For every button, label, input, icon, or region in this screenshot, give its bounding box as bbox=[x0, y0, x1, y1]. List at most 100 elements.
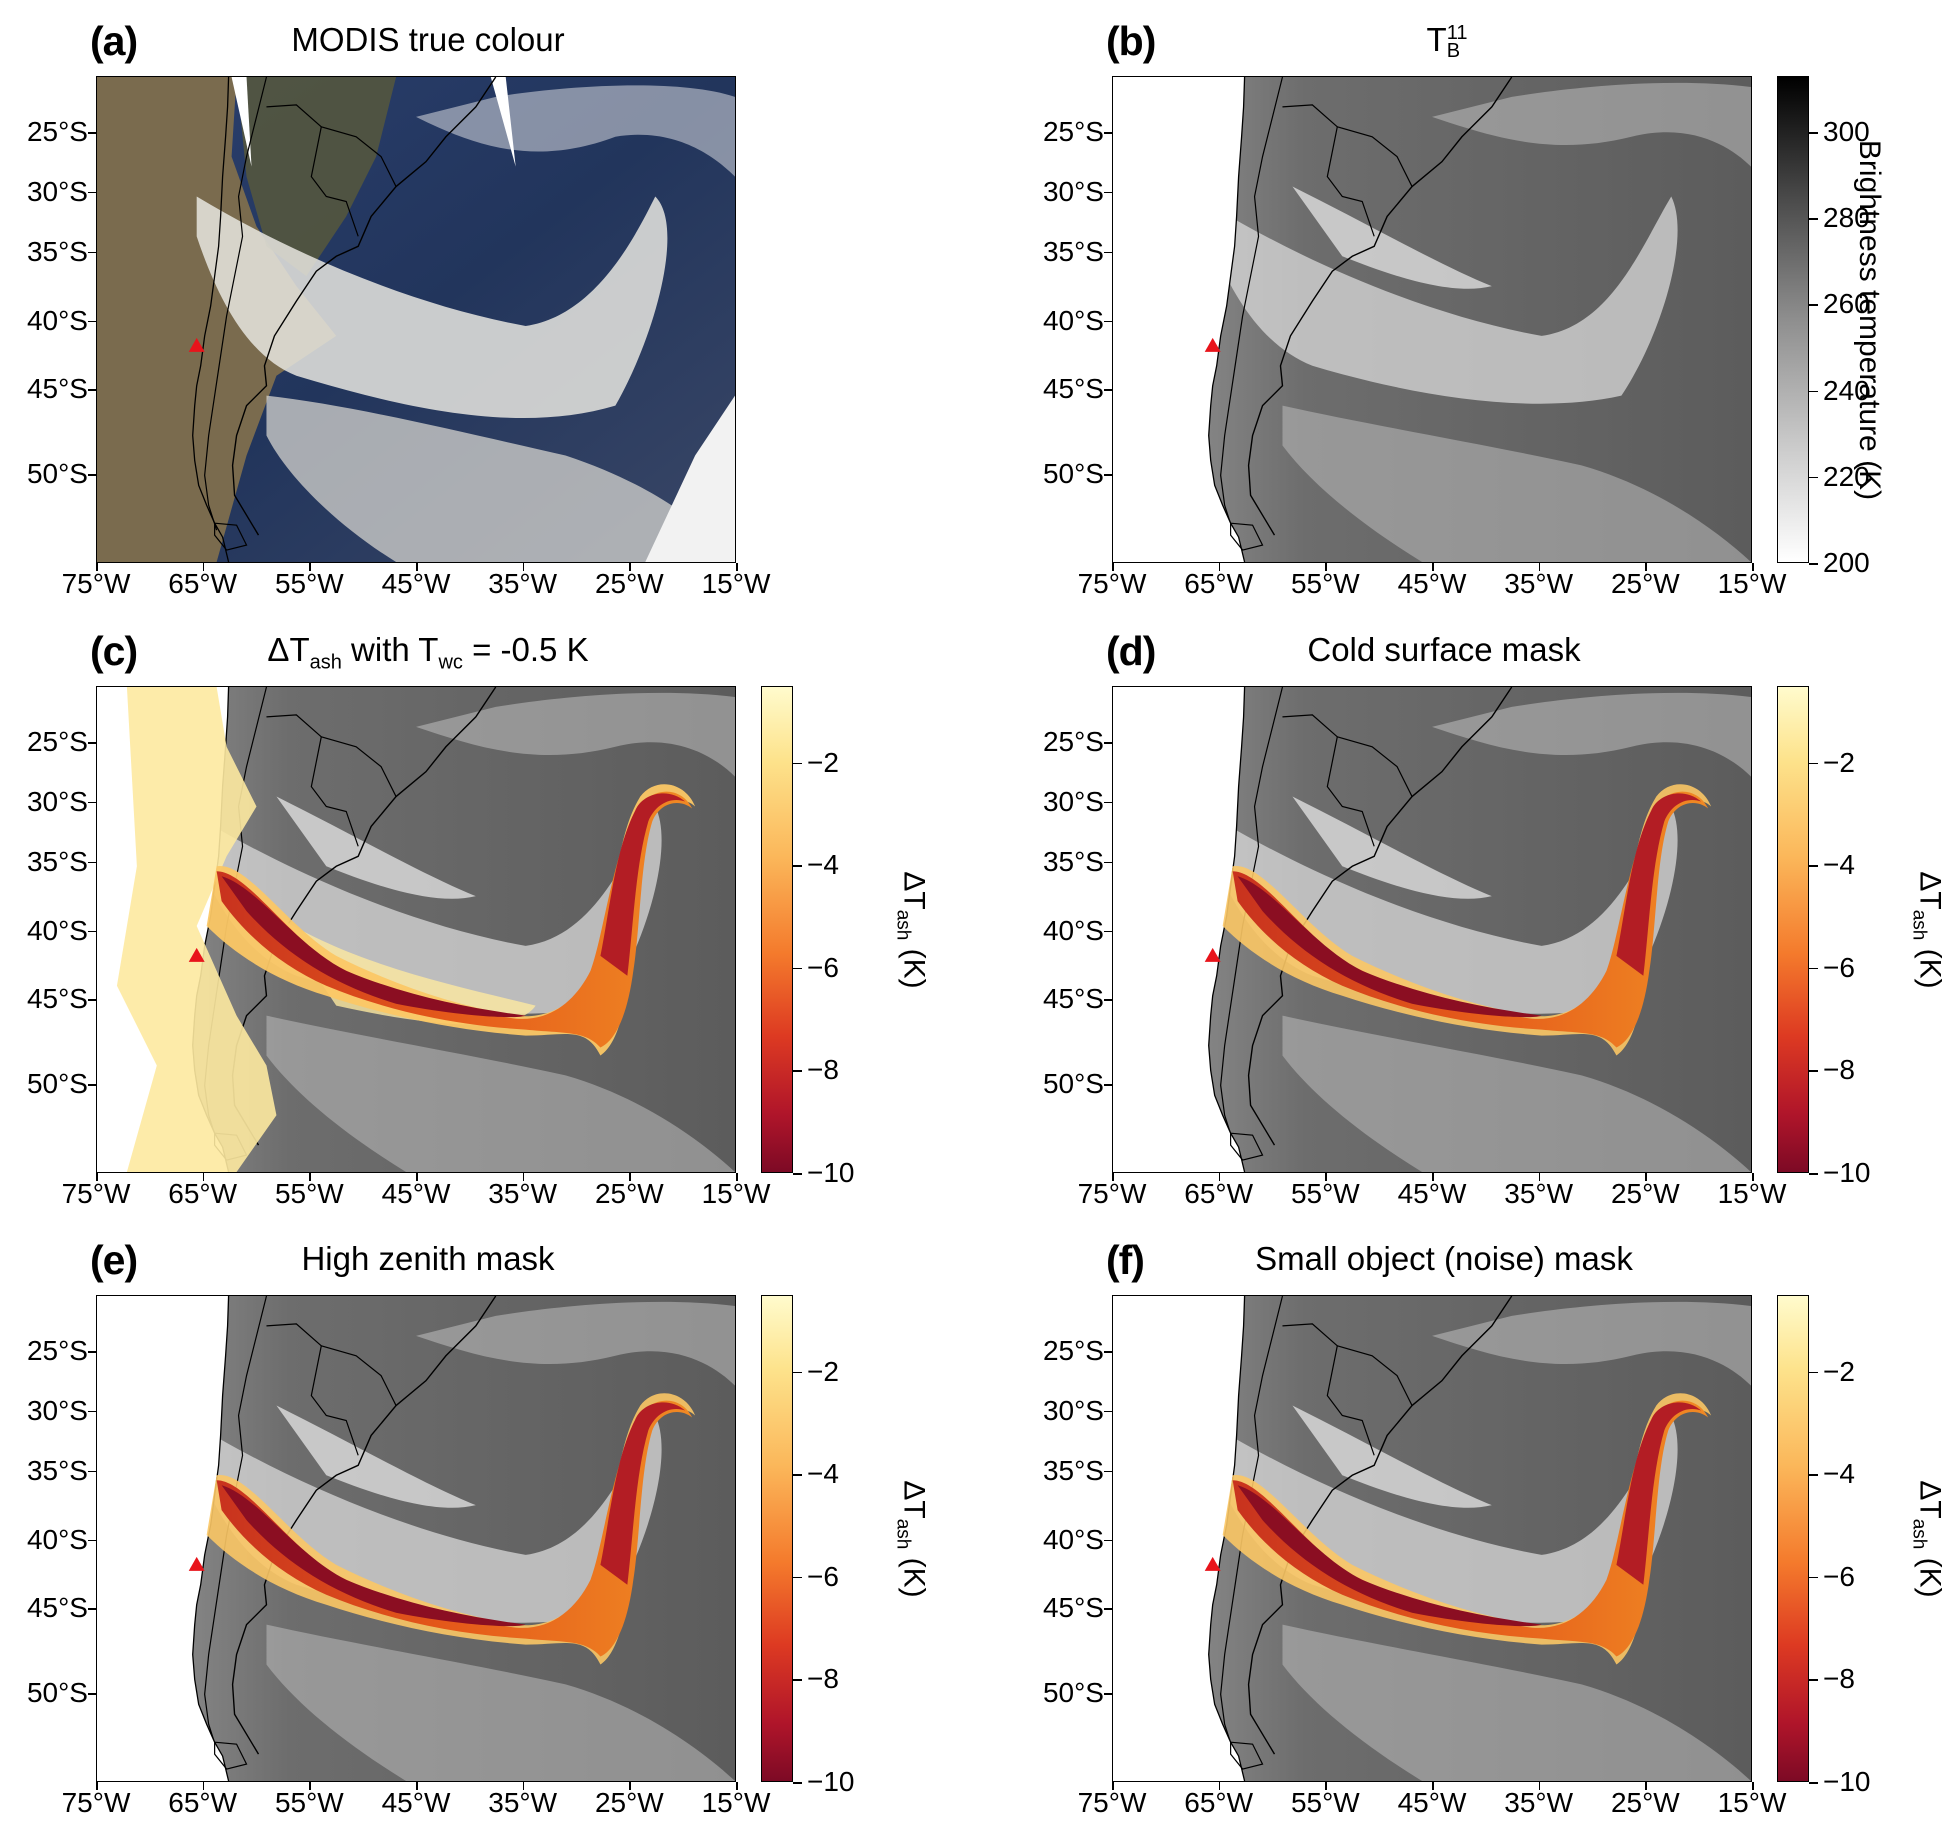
colorbar-title-sub: ash bbox=[892, 909, 914, 940]
lon-tick bbox=[1538, 1173, 1541, 1181]
lon-tick bbox=[96, 1782, 98, 1790]
title-part: wc bbox=[438, 651, 463, 674]
colorbar-tick-label: 200 bbox=[1823, 547, 1870, 578]
lat-tick bbox=[1104, 1410, 1112, 1413]
lat-tick bbox=[1104, 474, 1112, 476]
panel-title-b: T 11 B bbox=[1427, 21, 1468, 61]
colorbar-tick bbox=[1809, 1782, 1818, 1784]
lat-tick-label: 30°S bbox=[26, 1394, 88, 1426]
lat-tick bbox=[88, 1608, 96, 1610]
lon-tick-label: 45°W bbox=[1397, 1787, 1467, 1818]
lat-tick-label: 45°S bbox=[1042, 983, 1104, 1015]
lat-tick bbox=[1104, 320, 1112, 323]
volcano-marker bbox=[1204, 337, 1221, 352]
lon-tick-label: 65°W bbox=[168, 568, 238, 599]
lon-tick-label: 65°W bbox=[1184, 1178, 1254, 1209]
lon-tick-label: 15°W bbox=[701, 1178, 771, 1209]
colorbar-tick bbox=[1809, 967, 1818, 970]
lat-tick bbox=[88, 1693, 96, 1695]
lon-tick-label: 75°W bbox=[1077, 568, 1147, 599]
lon-tick-label: 35°W bbox=[488, 568, 558, 599]
colorbar-tick-label: −10 bbox=[807, 1766, 855, 1797]
lat-tick bbox=[88, 1470, 96, 1473]
lon-tick-label: 75°W bbox=[1077, 1178, 1147, 1209]
panel-title-f: Small object (noise) mask bbox=[1255, 1240, 1633, 1277]
lat-tick-label: 40°S bbox=[1042, 1523, 1104, 1555]
colorbar-tick-label: −4 bbox=[807, 1458, 839, 1490]
lon-tick bbox=[629, 1782, 631, 1790]
colorbar-tick-label: 280 bbox=[1823, 202, 1870, 234]
lat-tick bbox=[88, 930, 96, 933]
lon-tick bbox=[629, 563, 631, 571]
lon-tick-label: 65°W bbox=[168, 1178, 238, 1209]
lon-tick bbox=[1645, 563, 1647, 571]
colorbar-tick bbox=[1809, 1679, 1818, 1681]
lon-tick bbox=[1112, 563, 1114, 571]
lat-tick-label: 50°S bbox=[26, 1677, 88, 1709]
map-panel-b bbox=[1112, 76, 1752, 563]
colorbar-tick-label: −10 bbox=[807, 1157, 855, 1188]
lon-tick bbox=[1752, 563, 1754, 571]
lat-tick bbox=[88, 742, 96, 744]
map-panel-a bbox=[96, 76, 736, 563]
lat-tick-label: 45°S bbox=[1042, 373, 1104, 405]
colorbar-title: ΔTash (K) bbox=[1908, 871, 1947, 988]
colorbar-title-unit: (K) bbox=[897, 939, 931, 989]
colorbar-title-main: ΔT bbox=[897, 1479, 931, 1519]
volcano-marker bbox=[1204, 947, 1221, 962]
lon-tick bbox=[1432, 1782, 1434, 1790]
lon-tick-label: 25°W bbox=[594, 568, 664, 599]
lon-tick bbox=[1218, 1173, 1221, 1181]
lon-tick bbox=[1538, 1782, 1541, 1790]
lon-tick bbox=[1432, 1173, 1434, 1181]
lat-tick bbox=[88, 191, 96, 194]
lon-tick-label: 25°W bbox=[1610, 1178, 1680, 1209]
lat-tick bbox=[88, 1351, 96, 1353]
lon-tick-label: 55°W bbox=[1290, 1787, 1360, 1818]
lon-tick-label: 45°W bbox=[1397, 1178, 1467, 1209]
lat-tick bbox=[1104, 930, 1112, 933]
lon-tick bbox=[1752, 1173, 1754, 1181]
lon-tick bbox=[736, 1782, 738, 1790]
panel-title-c: ΔTash with Twc = -0.5 K bbox=[267, 631, 588, 675]
colorbar-tick bbox=[1809, 218, 1818, 220]
colorbar-tick bbox=[1809, 476, 1818, 479]
colorbar-tick bbox=[1809, 304, 1818, 306]
ash-plume bbox=[206, 1393, 696, 1665]
ash-colorbar bbox=[1777, 1295, 1809, 1782]
colorbar-tick bbox=[1809, 390, 1818, 393]
lon-tick bbox=[522, 563, 525, 571]
title-part: ΔT bbox=[267, 631, 310, 668]
lat-tick-label: 35°S bbox=[26, 235, 88, 267]
lat-tick-label: 25°S bbox=[26, 116, 88, 147]
colorbar-tick-label: −6 bbox=[1823, 951, 1855, 983]
colorbar-tick-label: −2 bbox=[1823, 746, 1855, 778]
colorbar-title-unit: (K) bbox=[1913, 1548, 1947, 1598]
colorbar-title: ΔTash (K) bbox=[892, 1480, 931, 1597]
lon-tick-label: 55°W bbox=[274, 1787, 344, 1818]
colorbar-tick bbox=[1809, 132, 1818, 134]
lon-tick bbox=[202, 1173, 205, 1181]
panel-label-d: (d) bbox=[1106, 628, 1156, 674]
colorbar-tick bbox=[793, 1576, 802, 1579]
volcano-marker bbox=[188, 947, 205, 962]
lat-tick-label: 40°S bbox=[26, 1523, 88, 1555]
colorbar-title-main: ΔT bbox=[1913, 1479, 1947, 1519]
lat-tick-label: 50°S bbox=[1042, 458, 1104, 490]
lat-tick bbox=[1104, 132, 1112, 134]
colorbar-tick bbox=[1809, 1173, 1818, 1175]
map-panel-c bbox=[96, 686, 736, 1173]
lat-tick bbox=[1104, 389, 1112, 391]
lat-tick bbox=[1104, 191, 1112, 194]
lat-tick-label: 35°S bbox=[26, 845, 88, 877]
lat-tick-label: 30°S bbox=[26, 785, 88, 817]
lat-tick-label: 30°S bbox=[26, 175, 88, 207]
colorbar-tick-label: −10 bbox=[1823, 1766, 1871, 1797]
lat-tick bbox=[1104, 1608, 1112, 1610]
lon-tick-label: 55°W bbox=[274, 1178, 344, 1209]
colorbar-tick-label: −8 bbox=[1823, 1054, 1855, 1086]
lat-tick bbox=[88, 251, 96, 254]
lat-tick-label: 45°S bbox=[26, 1592, 88, 1624]
lat-tick bbox=[1104, 251, 1112, 254]
lat-tick bbox=[88, 861, 96, 864]
